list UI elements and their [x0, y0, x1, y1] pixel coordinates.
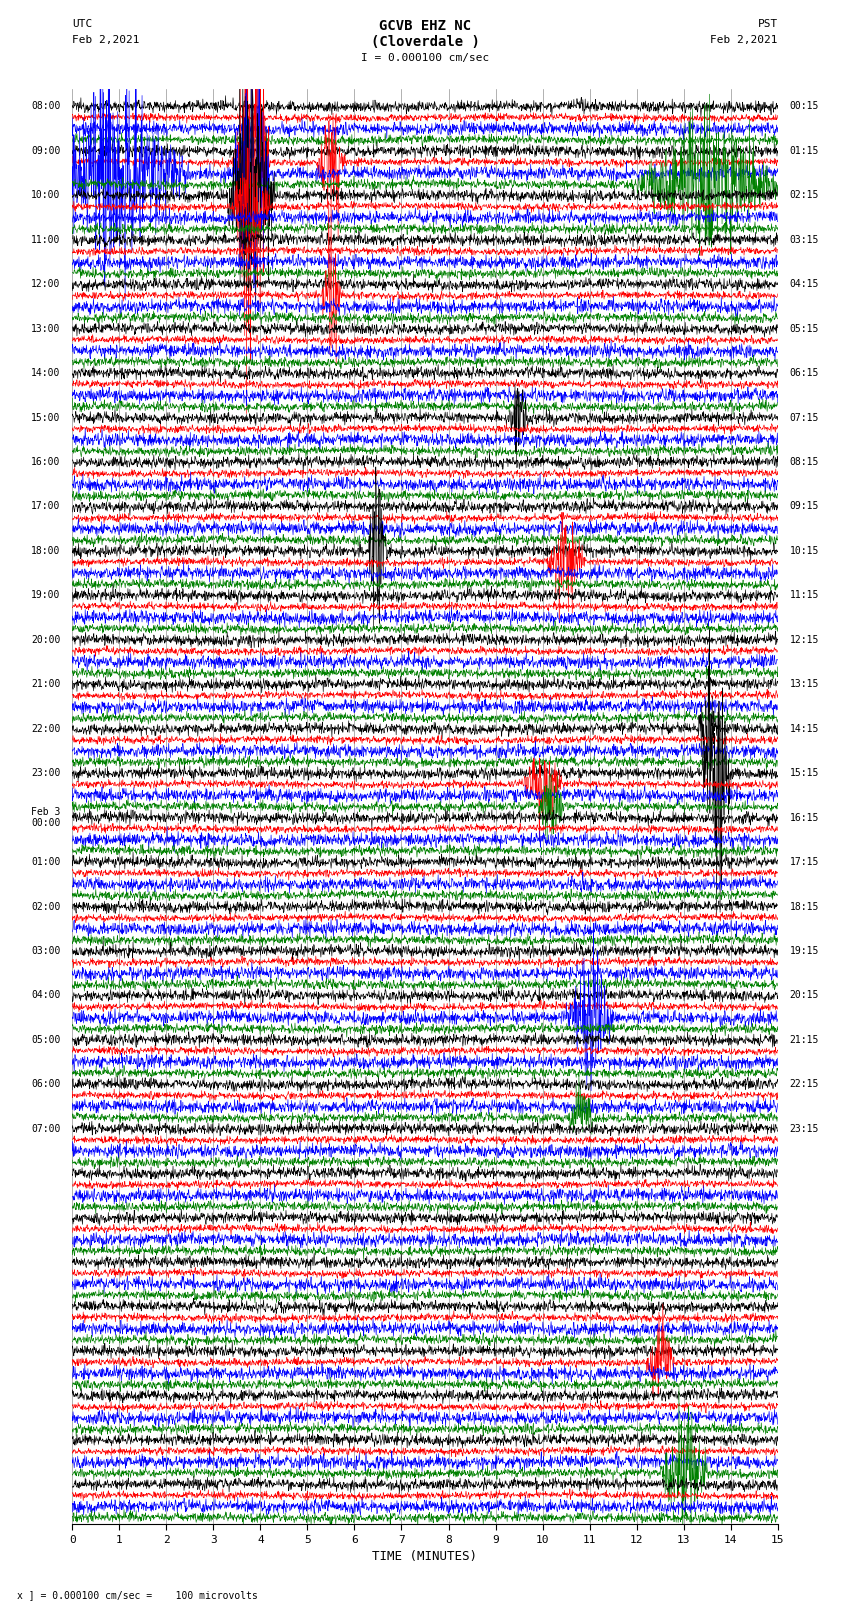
Text: 04:00: 04:00: [31, 990, 60, 1000]
Text: I = 0.000100 cm/sec: I = 0.000100 cm/sec: [361, 53, 489, 63]
Text: 05:00: 05:00: [31, 1036, 60, 1045]
Text: 14:00: 14:00: [31, 368, 60, 377]
Text: 03:15: 03:15: [790, 235, 819, 245]
Text: 23:15: 23:15: [790, 1124, 819, 1134]
Text: 07:00: 07:00: [31, 1124, 60, 1134]
Text: UTC: UTC: [72, 19, 93, 29]
Text: 18:15: 18:15: [790, 902, 819, 911]
Text: 23:00: 23:00: [31, 768, 60, 777]
Text: Feb 2,2021: Feb 2,2021: [72, 35, 139, 45]
Text: 05:15: 05:15: [790, 324, 819, 334]
Text: 14:15: 14:15: [790, 724, 819, 734]
Text: 16:15: 16:15: [790, 813, 819, 823]
X-axis label: TIME (MINUTES): TIME (MINUTES): [372, 1550, 478, 1563]
Text: 01:00: 01:00: [31, 857, 60, 868]
Text: GCVB EHZ NC: GCVB EHZ NC: [379, 19, 471, 34]
Text: 03:00: 03:00: [31, 945, 60, 957]
Text: 13:15: 13:15: [790, 679, 819, 689]
Text: 16:00: 16:00: [31, 456, 60, 468]
Text: Feb 3
00:00: Feb 3 00:00: [31, 806, 60, 829]
Text: 04:15: 04:15: [790, 279, 819, 289]
Text: 01:15: 01:15: [790, 145, 819, 156]
Text: 15:15: 15:15: [790, 768, 819, 777]
Text: 11:00: 11:00: [31, 235, 60, 245]
Text: 02:00: 02:00: [31, 902, 60, 911]
Text: 20:15: 20:15: [790, 990, 819, 1000]
Text: 06:15: 06:15: [790, 368, 819, 377]
Text: 06:00: 06:00: [31, 1079, 60, 1089]
Text: 09:15: 09:15: [790, 502, 819, 511]
Text: 12:15: 12:15: [790, 636, 819, 645]
Text: 21:00: 21:00: [31, 679, 60, 689]
Text: 10:00: 10:00: [31, 190, 60, 200]
Text: 08:15: 08:15: [790, 456, 819, 468]
Text: 17:00: 17:00: [31, 502, 60, 511]
Text: 10:15: 10:15: [790, 545, 819, 556]
Text: 19:00: 19:00: [31, 590, 60, 600]
Text: Feb 2,2021: Feb 2,2021: [711, 35, 778, 45]
Text: 22:00: 22:00: [31, 724, 60, 734]
Text: 13:00: 13:00: [31, 324, 60, 334]
Text: 21:15: 21:15: [790, 1036, 819, 1045]
Text: 00:15: 00:15: [790, 102, 819, 111]
Text: 15:00: 15:00: [31, 413, 60, 423]
Text: 20:00: 20:00: [31, 636, 60, 645]
Text: 22:15: 22:15: [790, 1079, 819, 1089]
Text: PST: PST: [757, 19, 778, 29]
Text: (Cloverdale ): (Cloverdale ): [371, 35, 479, 50]
Text: 18:00: 18:00: [31, 545, 60, 556]
Text: 17:15: 17:15: [790, 857, 819, 868]
Text: 12:00: 12:00: [31, 279, 60, 289]
Text: 07:15: 07:15: [790, 413, 819, 423]
Text: 11:15: 11:15: [790, 590, 819, 600]
Text: 09:00: 09:00: [31, 145, 60, 156]
Text: 02:15: 02:15: [790, 190, 819, 200]
Text: 19:15: 19:15: [790, 945, 819, 957]
Text: x ] = 0.000100 cm/sec =    100 microvolts: x ] = 0.000100 cm/sec = 100 microvolts: [17, 1590, 258, 1600]
Text: 08:00: 08:00: [31, 102, 60, 111]
